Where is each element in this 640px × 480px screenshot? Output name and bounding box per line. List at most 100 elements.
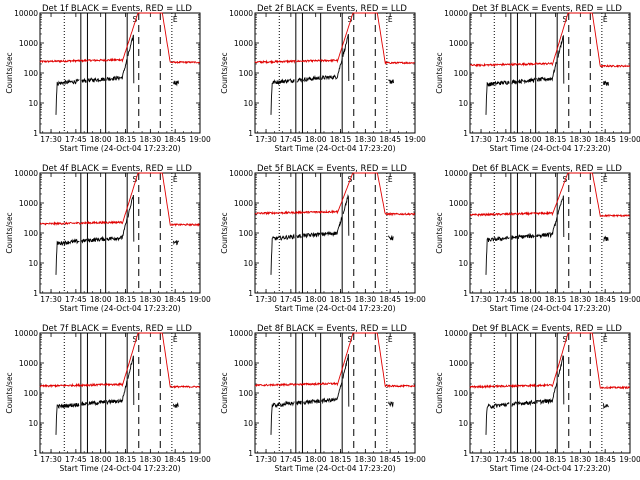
y-tick-label: 100 xyxy=(239,229,254,238)
y-tick-label: 10 xyxy=(28,99,38,108)
x-tick-label: 18:00 xyxy=(90,455,112,464)
y-tick-label: 100 xyxy=(24,229,39,238)
x-tick-label: 18:30 xyxy=(140,135,162,144)
x-tick-label: 17:45 xyxy=(65,455,87,464)
x-tick-label: 18:30 xyxy=(570,455,592,464)
y-tick-label: 100 xyxy=(454,229,469,238)
x-tick-label: 19:00 xyxy=(619,455,640,464)
y-tick-label: 10 xyxy=(243,419,253,428)
panel-title: Det 2f BLACK = Events, RED = LLD xyxy=(257,4,407,14)
detector-panel: Det 5f BLACK = Events, RED = LLD 1 10 100 10… xyxy=(220,164,426,313)
y-tick-label: 1000 xyxy=(234,199,253,208)
x-tick-label: 18:45 xyxy=(164,135,186,144)
events-series-line xyxy=(106,217,128,242)
x-tick-label: 18:30 xyxy=(355,295,377,304)
events-series-line xyxy=(127,34,135,84)
y-tick-label: 1000 xyxy=(449,199,468,208)
events-series-line xyxy=(296,400,302,406)
panel-title: Det 3f BLACK = Events, RED = LLD xyxy=(472,4,622,14)
y-tick-label: 10000 xyxy=(229,169,253,178)
y-tick-label: 10 xyxy=(28,419,38,428)
events-series-line xyxy=(55,402,80,435)
y-tick-label: 100 xyxy=(239,69,254,78)
end-marker-label: E xyxy=(173,175,178,184)
lld-series-line xyxy=(254,332,416,389)
events-series-line xyxy=(388,79,394,85)
events-series-line xyxy=(342,354,350,407)
y-tick-label: 1 xyxy=(463,289,468,298)
x-tick-label: 19:00 xyxy=(619,295,640,304)
detector-panel: Det 9f BLACK = Events, RED = LLD 1 10 100 10… xyxy=(435,324,640,473)
y-tick-label: 10 xyxy=(243,99,253,108)
events-series-line xyxy=(603,235,609,242)
x-tick-label: 19:00 xyxy=(189,135,211,144)
y-tick-label: 10 xyxy=(458,259,468,268)
y-axis-label: Counts/sec xyxy=(435,52,444,93)
y-tick-label: 10000 xyxy=(444,329,468,338)
lld-series-line xyxy=(39,332,200,389)
events-series-line xyxy=(321,216,343,237)
end-marker-label: E xyxy=(603,15,608,24)
y-tick-label: 1 xyxy=(33,289,38,298)
y-axis-label: Counts/sec xyxy=(5,372,14,413)
y-tick-label: 10 xyxy=(243,259,253,268)
events-series-line xyxy=(517,77,536,85)
detector-panel: Det 7f BLACK = Events, RED = LLD 1 10 100 10… xyxy=(5,324,211,473)
x-axis-label: Start Time (24-Oct-04 17:23:20) xyxy=(59,144,180,153)
events-series-line xyxy=(536,58,558,83)
x-axis-label: Start Time (24-Oct-04 17:23:20) xyxy=(59,304,180,313)
events-series-line xyxy=(87,235,106,243)
panel-title: Det 6f BLACK = Events, RED = LLD xyxy=(472,164,622,174)
x-axis-label: Start Time (24-Oct-04 17:23:20) xyxy=(59,464,180,473)
x-tick-label: 18:15 xyxy=(545,295,567,304)
events-series-line xyxy=(302,74,320,83)
panel-title: Det 5f BLACK = Events, RED = LLD xyxy=(257,164,407,174)
y-tick-label: 1000 xyxy=(449,359,468,368)
detector-panel: Det 3f BLACK = Events, RED = LLD 1 10 100 10… xyxy=(435,4,640,153)
events-series-line xyxy=(557,195,565,238)
y-tick-label: 10 xyxy=(458,419,468,428)
x-tick-label: 18:45 xyxy=(594,455,616,464)
events-series-line xyxy=(388,235,394,241)
y-axis-label: Counts/sec xyxy=(5,212,14,253)
x-axis-label: Start Time (24-Oct-04 17:23:20) xyxy=(274,144,395,153)
end-marker-label: E xyxy=(388,15,393,24)
x-axis-label: Start Time (24-Oct-04 17:23:20) xyxy=(274,304,395,313)
x-tick-label: 18:45 xyxy=(379,295,401,304)
events-series-line xyxy=(88,400,106,407)
events-series-line xyxy=(127,355,135,406)
x-tick-label: 17:30 xyxy=(40,135,62,144)
x-tick-label: 18:15 xyxy=(115,135,137,144)
y-tick-label: 1000 xyxy=(234,359,253,368)
events-series-line xyxy=(270,233,295,275)
events-series-line xyxy=(342,194,350,236)
events-series-line xyxy=(296,233,302,239)
detector-panel: Det 1f BLACK = Events, RED = LLD 1 10 100 10… xyxy=(5,4,211,153)
events-series-line xyxy=(517,399,536,407)
y-tick-label: 100 xyxy=(454,69,469,78)
y-tick-label: 100 xyxy=(24,389,39,398)
x-tick-label: 18:30 xyxy=(570,135,592,144)
events-series-line xyxy=(296,77,303,83)
x-tick-label: 18:45 xyxy=(379,455,401,464)
y-tick-label: 10000 xyxy=(444,9,468,18)
x-tick-label: 17:30 xyxy=(470,295,492,304)
y-tick-label: 1 xyxy=(248,129,253,138)
y-tick-label: 100 xyxy=(454,389,469,398)
x-tick-label: 18:15 xyxy=(330,455,352,464)
x-tick-label: 18:00 xyxy=(90,135,112,144)
x-tick-label: 18:00 xyxy=(90,295,112,304)
x-tick-label: 17:45 xyxy=(495,455,517,464)
y-axis-label: Counts/sec xyxy=(435,372,444,413)
x-tick-label: 19:00 xyxy=(189,455,211,464)
events-series-line xyxy=(55,78,80,115)
x-axis-label: Start Time (24-Oct-04 17:23:20) xyxy=(274,464,395,473)
x-tick-label: 18:30 xyxy=(355,135,377,144)
events-series-line xyxy=(106,58,128,82)
events-series-line xyxy=(557,355,565,405)
y-axis-label: Counts/sec xyxy=(5,52,14,93)
y-tick-label: 10 xyxy=(28,259,38,268)
x-tick-label: 18:30 xyxy=(355,455,377,464)
x-tick-label: 17:45 xyxy=(495,295,517,304)
